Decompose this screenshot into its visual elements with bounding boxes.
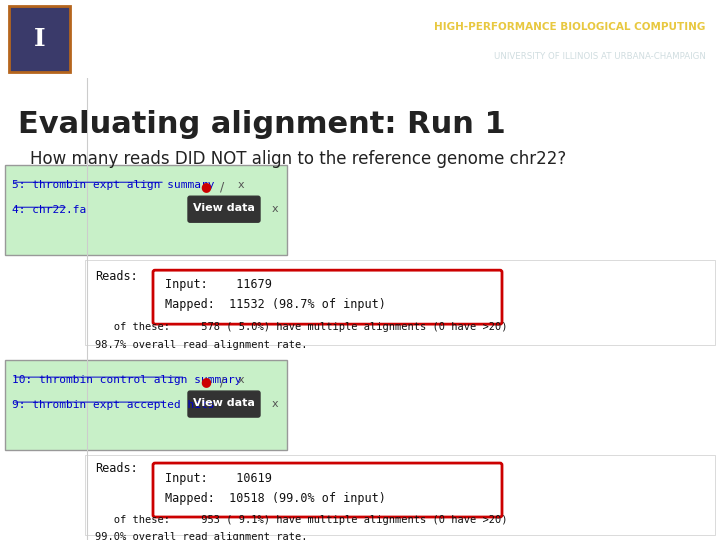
Text: x: x: [272, 204, 279, 214]
FancyBboxPatch shape: [153, 463, 502, 517]
Text: of these:     953 ( 9.1%) have multiple alignments (0 have >20): of these: 953 ( 9.1%) have multiple alig…: [95, 515, 508, 525]
Text: 9: thrombin expt accepted hits: 9: thrombin expt accepted hits: [12, 400, 215, 410]
Text: x: x: [238, 375, 245, 385]
Text: 4: chr22.fa: 4: chr22.fa: [12, 205, 86, 215]
Text: Input:    10619: Input: 10619: [165, 472, 272, 485]
FancyBboxPatch shape: [5, 360, 287, 450]
FancyBboxPatch shape: [153, 270, 502, 324]
Text: x: x: [272, 399, 279, 409]
Text: 5: thrombin expt align summary: 5: thrombin expt align summary: [12, 180, 215, 190]
Text: of these:     578 ( 5.0%) have multiple alignments (0 have >20): of these: 578 ( 5.0%) have multiple alig…: [95, 322, 508, 332]
Text: Mapped:  11532 (98.7% of input): Mapped: 11532 (98.7% of input): [165, 298, 386, 311]
Text: ●: ●: [200, 180, 211, 193]
Text: Reads:: Reads:: [95, 462, 138, 475]
Text: I: I: [34, 27, 45, 51]
Text: How many reads DID NOT align to the reference genome chr22?: How many reads DID NOT align to the refe…: [30, 150, 566, 168]
Text: Mapped:  10518 (99.0% of input): Mapped: 10518 (99.0% of input): [165, 492, 386, 505]
FancyBboxPatch shape: [188, 391, 260, 417]
Text: Input:    11679: Input: 11679: [165, 278, 272, 291]
Text: Reads:: Reads:: [95, 270, 138, 283]
Text: x: x: [238, 180, 245, 190]
Text: 10: thrombin control align summary: 10: thrombin control align summary: [12, 375, 241, 385]
Text: 99.0% overall read alignment rate.: 99.0% overall read alignment rate.: [95, 532, 307, 540]
Text: 98.7% overall read alignment rate.: 98.7% overall read alignment rate.: [95, 340, 307, 350]
Text: /: /: [220, 375, 224, 388]
Text: View data: View data: [193, 398, 255, 408]
Text: HIGH-PERFORMANCE BIOLOGICAL COMPUTING: HIGH-PERFORMANCE BIOLOGICAL COMPUTING: [434, 22, 706, 32]
FancyBboxPatch shape: [85, 455, 715, 535]
FancyBboxPatch shape: [188, 196, 260, 222]
FancyBboxPatch shape: [9, 6, 70, 72]
FancyBboxPatch shape: [85, 260, 715, 345]
Text: View data: View data: [193, 203, 255, 213]
Text: /: /: [220, 180, 224, 193]
Text: ●: ●: [200, 375, 211, 388]
Text: Evaluating alignment: Run 1: Evaluating alignment: Run 1: [18, 110, 505, 139]
Text: UNIVERSITY OF ILLINOIS AT URBANA-CHAMPAIGN: UNIVERSITY OF ILLINOIS AT URBANA-CHAMPAI…: [494, 52, 706, 61]
FancyBboxPatch shape: [5, 165, 287, 255]
